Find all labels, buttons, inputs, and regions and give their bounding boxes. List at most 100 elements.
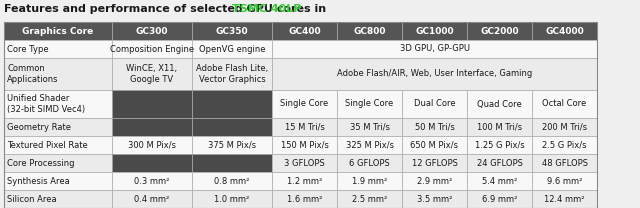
Text: 48 GFLOPS: 48 GFLOPS (541, 158, 588, 167)
Bar (272, 154, 337, 172)
Text: 1.9 mm²: 1.9 mm² (352, 177, 387, 186)
Bar (467, 90, 532, 118)
Bar (192, 90, 272, 118)
Bar (402, 22, 467, 40)
Bar (4, 22, 112, 40)
Bar (4, 58, 112, 90)
Text: Common
Applications: Common Applications (7, 64, 58, 84)
Text: 1.25 G Pix/s: 1.25 G Pix/s (475, 140, 524, 150)
Bar (4, 172, 112, 190)
Bar (4, 90, 112, 118)
Text: 0.4 mm²: 0.4 mm² (134, 194, 170, 203)
Text: 3 GFLOPS: 3 GFLOPS (284, 158, 325, 167)
Bar (192, 136, 272, 154)
Bar (402, 90, 467, 118)
Bar (337, 154, 402, 172)
Bar (467, 118, 532, 136)
Bar (402, 190, 467, 208)
Bar (272, 40, 597, 58)
Bar (272, 90, 337, 118)
Bar (272, 136, 337, 154)
Text: GC2000: GC2000 (480, 26, 519, 36)
Text: 5.4 mm²: 5.4 mm² (482, 177, 517, 186)
Bar (532, 190, 597, 208)
Text: 12.4 mm²: 12.4 mm² (544, 194, 585, 203)
Bar (192, 172, 272, 190)
Bar (467, 172, 532, 190)
Bar (337, 136, 402, 154)
Bar (112, 90, 192, 118)
Text: 150 M Pix/s: 150 M Pix/s (280, 140, 328, 150)
Bar (402, 154, 467, 172)
Bar (4, 136, 112, 154)
Text: 300 M Pix/s: 300 M Pix/s (128, 140, 176, 150)
Text: WinCE, X11,
Google TV: WinCE, X11, Google TV (127, 64, 177, 84)
Bar (532, 118, 597, 136)
Bar (467, 190, 532, 208)
Text: 9.6 mm²: 9.6 mm² (547, 177, 582, 186)
Text: 325 M Pix/s: 325 M Pix/s (346, 140, 394, 150)
Text: 1.2 mm²: 1.2 mm² (287, 177, 322, 186)
Text: 3.5 mm²: 3.5 mm² (417, 194, 452, 203)
Bar (4, 40, 112, 58)
Bar (192, 22, 272, 40)
Text: 1.6 mm²: 1.6 mm² (287, 194, 322, 203)
Bar (112, 154, 192, 172)
Bar (272, 22, 337, 40)
Text: 6 GFLOPS: 6 GFLOPS (349, 158, 390, 167)
Text: Octal Core: Octal Core (542, 99, 587, 109)
Text: 100 M Tri/s: 100 M Tri/s (477, 123, 522, 131)
Text: GC300: GC300 (136, 26, 168, 36)
Bar (402, 136, 467, 154)
Bar (112, 22, 192, 40)
Text: 3D GPU, GP-GPU: 3D GPU, GP-GPU (399, 45, 470, 53)
Text: 1.0 mm²: 1.0 mm² (214, 194, 250, 203)
Bar (4, 118, 112, 136)
Text: OpenVG engine: OpenVG engine (199, 45, 265, 53)
Text: 6.9 mm²: 6.9 mm² (482, 194, 517, 203)
Bar (467, 22, 532, 40)
Text: 0.3 mm²: 0.3 mm² (134, 177, 170, 186)
Bar (192, 118, 272, 136)
Text: 200 M Tri/s: 200 M Tri/s (542, 123, 587, 131)
Text: Features and performance of selected GPU cores in: Features and performance of selected GPU… (4, 4, 330, 14)
Bar (192, 40, 272, 58)
Text: Core Processing: Core Processing (7, 158, 74, 167)
Bar (112, 172, 192, 190)
Bar (467, 136, 532, 154)
Bar (337, 118, 402, 136)
Text: 24 GFLOPS: 24 GFLOPS (477, 158, 522, 167)
Text: 50 M Tri/s: 50 M Tri/s (415, 123, 454, 131)
Bar (402, 172, 467, 190)
Bar (402, 118, 467, 136)
Bar (337, 190, 402, 208)
Bar (192, 190, 272, 208)
Text: 2.5 G Pix/s: 2.5 G Pix/s (542, 140, 587, 150)
Bar (337, 172, 402, 190)
Text: Single Core: Single Core (280, 99, 328, 109)
Text: GC1000: GC1000 (415, 26, 454, 36)
Text: 375 M Pix/s: 375 M Pix/s (208, 140, 256, 150)
Bar (112, 58, 192, 90)
Text: GC350: GC350 (216, 26, 248, 36)
Text: 0.8 mm²: 0.8 mm² (214, 177, 250, 186)
Bar (192, 154, 272, 172)
Text: 650 M Pix/s: 650 M Pix/s (410, 140, 458, 150)
Bar (272, 58, 597, 90)
Text: 15 M Tri/s: 15 M Tri/s (285, 123, 324, 131)
Bar (272, 172, 337, 190)
Bar (337, 90, 402, 118)
Text: Synthesis Area: Synthesis Area (7, 177, 70, 186)
Bar (532, 172, 597, 190)
Text: Graphics Core: Graphics Core (22, 26, 93, 36)
Bar (112, 40, 192, 58)
Text: 35 M Tri/s: 35 M Tri/s (349, 123, 390, 131)
Bar (272, 190, 337, 208)
Text: Core Type: Core Type (7, 45, 49, 53)
Text: Quad Core: Quad Core (477, 99, 522, 109)
Bar (532, 90, 597, 118)
Bar (532, 22, 597, 40)
Bar (192, 58, 272, 90)
Bar (272, 118, 337, 136)
Text: Textured Pixel Rate: Textured Pixel Rate (7, 140, 88, 150)
